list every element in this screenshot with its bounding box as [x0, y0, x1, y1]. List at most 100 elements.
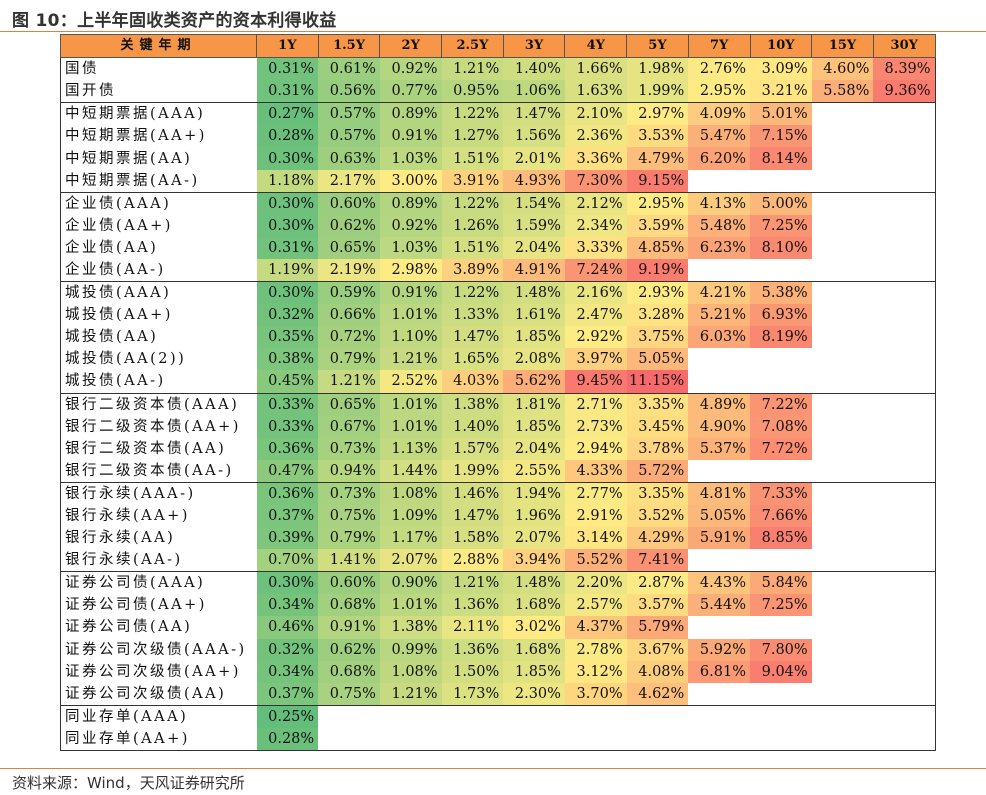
value-cell: 2.98% [379, 258, 442, 282]
value-cell: 9.04% [750, 660, 812, 683]
empty-cell [812, 326, 874, 348]
empty-cell [873, 616, 936, 639]
value-cell: 1.21% [379, 348, 442, 371]
row-label: 证券公司次级债(AA) [60, 682, 257, 706]
value-cell: 1.38% [379, 616, 442, 639]
row-label: 证券公司债(AA+) [60, 594, 257, 617]
value-cell: 0.25% [256, 704, 319, 728]
empty-cell [873, 594, 936, 617]
value-cell: 1.38% [441, 392, 504, 416]
value-cell: 5.79% [626, 616, 689, 639]
value-cell: 7.25% [750, 594, 812, 617]
value-cell: 1.66% [564, 57, 627, 81]
value-cell: 0.37% [256, 504, 319, 528]
table-row: 证券公司债(AA) 0.46% 0.91% 1.38% 2.11% 3.02% 4.37% 5… [60, 616, 936, 639]
value-cell: 5.58% [811, 80, 874, 103]
value-cell: 2.20% [564, 571, 627, 595]
value-cell: 1.08% [379, 660, 442, 683]
empty-cell [873, 326, 936, 349]
empty-cell [811, 727, 874, 751]
table-row: 企业债(AA+) 0.30% 0.62% 0.92% 1.26% 1.59% 2.34% 3.… [60, 214, 936, 237]
value-cell: 1.65% [441, 348, 504, 371]
empty-cell [750, 616, 812, 638]
empty-cell [812, 215, 874, 237]
value-cell: 2.34% [564, 214, 627, 237]
empty-cell [811, 102, 874, 126]
value-cell: 1.13% [379, 437, 442, 460]
value-cell: 1.98% [626, 57, 689, 81]
value-cell: 3.67% [626, 638, 689, 661]
table-row: 证券公司次级债(AA+) 0.34% 0.68% 1.08% 1.50% 1.85% 3.1… [60, 660, 936, 683]
header-row: 关键年期 1Y 1.5Y 2Y 2.5Y 3Y 4Y 5Y 7Y 10Y 15Y 30Y [60, 33, 936, 59]
empty-cell [688, 170, 750, 193]
value-cell: 4.89% [688, 392, 750, 416]
value-cell: 3.70% [564, 682, 627, 706]
empty-cell [811, 481, 874, 505]
value-cell: 2.30% [503, 682, 565, 706]
empty-cell [873, 660, 936, 683]
value-cell: 2.76% [688, 57, 750, 81]
row-label: 城投债(AA+) [60, 304, 257, 327]
empty-cell [812, 304, 874, 326]
value-cell: 7.15% [750, 125, 812, 148]
value-cell: 1.01% [379, 392, 442, 416]
empty-cell [873, 571, 936, 595]
value-cell: 9.45% [564, 370, 627, 393]
value-cell: 6.20% [688, 147, 750, 170]
value-cell: 1.68% [503, 594, 565, 617]
value-cell: 0.92% [379, 57, 442, 81]
value-cell: 1.08% [379, 481, 442, 505]
value-cell: 4.09% [688, 102, 750, 126]
empty-cell [873, 727, 936, 751]
value-cell: 0.72% [318, 326, 380, 349]
value-cell: 0.92% [379, 214, 442, 237]
empty-cell [503, 704, 565, 728]
empty-cell [688, 370, 750, 393]
value-cell: 1.50% [441, 660, 504, 683]
value-cell: 1.99% [626, 80, 689, 103]
row-label: 证券公司次级债(AAA-) [60, 638, 257, 661]
table-row: 银行二级资本债(AA-) 0.47% 0.94% 1.44% 1.99% 2.55% 4.3… [60, 459, 936, 483]
row-label: 同业存单(AA+) [60, 727, 257, 751]
header-tenor: 30Y [872, 33, 936, 59]
empty-cell [873, 169, 936, 193]
row-label: 银行永续(AA) [60, 527, 257, 550]
value-cell: 2.91% [564, 504, 627, 528]
value-cell: 1.48% [503, 281, 565, 305]
value-cell: 0.79% [318, 348, 380, 371]
value-cell: 2.87% [626, 571, 689, 595]
value-cell: 0.90% [379, 571, 442, 595]
row-label: 银行永续(AA+) [60, 504, 257, 528]
empty-cell [812, 683, 874, 706]
value-cell: 1.47% [503, 102, 565, 126]
row-label: 银行二级资本债(AA-) [60, 459, 257, 483]
value-cell: 3.33% [564, 236, 627, 259]
value-cell: 4.60% [811, 57, 874, 81]
table-body: 国债 0.31% 0.61% 0.92% 1.21% 1.40% 1.66% 1.98% 2.7… [60, 57, 936, 751]
value-cell: 8.85% [750, 527, 812, 550]
empty-cell [750, 683, 812, 706]
value-cell: 1.26% [441, 214, 504, 237]
value-cell: 5.05% [626, 348, 689, 371]
value-cell: 4.79% [626, 147, 689, 170]
value-cell: 1.18% [256, 169, 319, 193]
value-cell: 3.45% [626, 415, 689, 438]
empty-cell [873, 125, 936, 148]
value-cell: 1.51% [441, 236, 504, 259]
value-cell: 8.10% [750, 236, 812, 259]
value-cell: 5.72% [626, 459, 689, 483]
table-row: 银行永续(AA+) 0.37% 0.75% 1.09% 1.47% 1.96% 2.91% 3… [60, 504, 936, 528]
header-tenor: 1Y [256, 33, 319, 59]
value-cell: 1.06% [503, 80, 565, 103]
value-cell: 2.36% [564, 125, 627, 148]
table-row: 城投债(AA) 0.35% 0.72% 1.10% 1.47% 1.85% 2.92% 3.7… [60, 326, 936, 349]
table-row: 证券公司债(AAA) 0.30% 0.60% 0.90% 1.21% 1.48% 2.20%… [60, 571, 936, 595]
value-cell: 3.35% [626, 392, 689, 416]
value-cell: 4.21% [688, 281, 750, 305]
header-tenor: 5Y [626, 33, 689, 59]
value-cell: 2.12% [564, 191, 627, 215]
value-cell: 0.65% [318, 392, 380, 416]
table-row: 银行永续(AA-) 0.70% 1.41% 2.07% 2.88% 3.94% 5.52% 7… [60, 549, 936, 572]
value-cell: 5.52% [564, 549, 627, 572]
value-cell: 0.31% [256, 236, 319, 259]
